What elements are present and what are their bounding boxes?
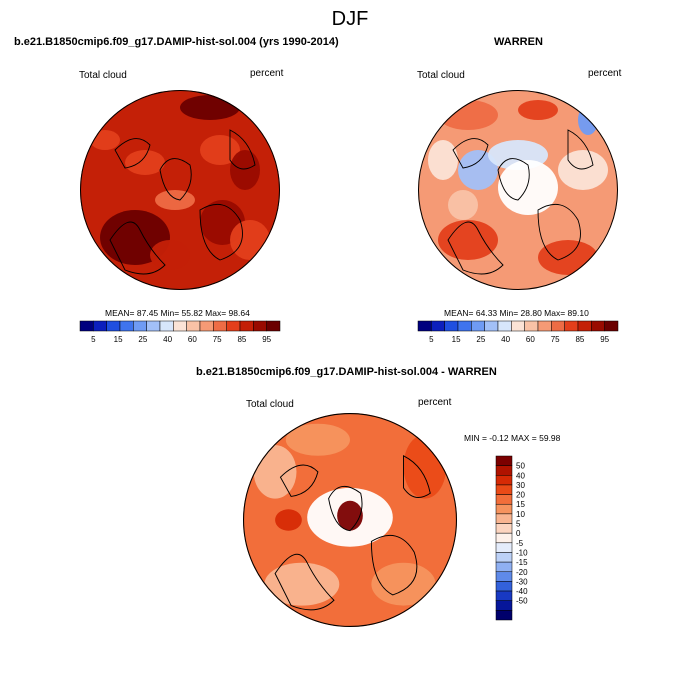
model-colorbar-tick-label: 25 (138, 335, 147, 344)
panel-model-variable-label: Total cloud (79, 70, 127, 81)
model-colorbar-block (226, 320, 241, 332)
diff-colorbar-block (495, 455, 513, 466)
diff-colorbar-tick-label: 10 (516, 510, 525, 519)
diff-colorbar-tick-label: 15 (516, 500, 525, 509)
diff-colorbar-tick-label: -15 (516, 558, 528, 567)
obs-colorbar-tick-label: 60 (526, 335, 535, 344)
panel-diff-polar-map (243, 413, 457, 627)
panel-obs-title: WARREN (494, 36, 543, 48)
panel-obs-colorbar: 5 15 25 40 60 75 85 95 (417, 320, 619, 344)
obs-colorbar-block (417, 320, 432, 332)
diff-colorbar-tick-label: 0 (516, 529, 521, 538)
model-colorbar-block (106, 320, 121, 332)
diff-colorbar-tick-label: -30 (516, 577, 528, 586)
panel-diff-title: b.e21.B1850cmip6.f09_g17.DAMIP-hist-sol.… (196, 366, 497, 378)
diff-colorbar-tick-label: 50 (516, 462, 525, 471)
panel-diff-variable-label: Total cloud (246, 399, 294, 410)
obs-colorbar-tick-label: 40 (501, 335, 510, 344)
obs-colorbar-block (537, 320, 552, 332)
panel-obs-units-label: percent (588, 68, 622, 79)
model-colorbar-block (266, 320, 281, 332)
panel-model-polar-map (80, 90, 280, 290)
panel-model-title: b.e21.B1850cmip6.f09_g17.DAMIP-hist-sol.… (14, 36, 339, 48)
diff-colorbar-block (495, 571, 513, 582)
obs-colorbar-block (564, 320, 579, 332)
obs-colorbar-block (497, 320, 512, 332)
diff-colorbar-block (495, 581, 513, 592)
diff-colorbar-tick-label: 20 (516, 491, 525, 500)
model-colorbar-block (186, 320, 201, 332)
model-colorbar-block (199, 320, 214, 332)
diff-colorbar-block (495, 475, 513, 486)
model-colorbar-tick-label: 40 (163, 335, 172, 344)
model-colorbar-block (79, 320, 94, 332)
diff-colorbar-tick-label: -10 (516, 548, 528, 557)
model-colorbar-block (133, 320, 147, 332)
obs-colorbar-tick-label: 5 (429, 335, 434, 344)
obs-colorbar-block (457, 320, 472, 332)
model-colorbar-tick-label: 85 (237, 335, 246, 344)
obs-colorbar-block (577, 320, 592, 332)
panel-model-colorbar: 5 15 25 40 60 75 85 95 (79, 320, 281, 344)
obs-colorbar-tick-label: 25 (476, 335, 485, 344)
diff-colorbar-block (495, 503, 513, 515)
panel-diff-units-label: percent (418, 397, 452, 408)
obs-colorbar-block (471, 320, 485, 332)
page-title: DJF (331, 8, 369, 30)
diff-colorbar-tick-label: -50 (516, 597, 528, 606)
panel-diff-stats: MIN = -0.12 MAX = 59.98 (464, 433, 561, 443)
obs-colorbar-block (431, 320, 445, 332)
obs-colorbar-block (551, 320, 565, 332)
diff-colorbar-block (495, 610, 513, 621)
diff-colorbar-tick-label: 5 (516, 520, 521, 529)
diff-colorbar-block (495, 542, 513, 553)
obs-colorbar-tick-label: 75 (551, 335, 560, 344)
diff-colorbar-tick-label: 30 (516, 481, 525, 490)
model-colorbar-block (146, 320, 161, 332)
model-colorbar-block (173, 320, 187, 332)
diff-colorbar-block (495, 600, 513, 611)
model-colorbar-tick-label: 95 (262, 335, 271, 344)
obs-colorbar-block (484, 320, 499, 332)
model-colorbar-block (159, 320, 174, 332)
obs-colorbar-tick-label: 15 (452, 335, 461, 344)
diff-colorbar-block (495, 552, 513, 563)
panel-model-units-label: percent (250, 68, 284, 79)
model-colorbar-tick-label: 60 (188, 335, 197, 344)
diff-colorbar-block (495, 523, 513, 534)
obs-colorbar-block (591, 320, 605, 332)
diff-colorbar-tick-label: -20 (516, 568, 528, 577)
diff-colorbar-block (495, 513, 513, 524)
diff-colorbar-tick-label: -5 (516, 539, 524, 548)
diff-colorbar-block (495, 465, 513, 476)
diff-colorbar-tick-label: -40 (516, 587, 528, 596)
diff-colorbar-block (495, 532, 513, 544)
panel-obs-polar-map (418, 90, 618, 290)
panel-obs-stats: MEAN= 64.33 Min= 28.80 Max= 89.10 (444, 308, 589, 318)
model-colorbar-block (119, 320, 134, 332)
diff-colorbar-block (495, 484, 513, 495)
panel-obs-variable-label: Total cloud (417, 70, 465, 81)
model-colorbar-tick-label: 5 (91, 335, 96, 344)
obs-colorbar-block (444, 320, 459, 332)
model-colorbar-block (239, 320, 254, 332)
panel-model-stats: MEAN= 87.45 Min= 55.82 Max= 98.64 (105, 308, 250, 318)
obs-colorbar-block (604, 320, 619, 332)
diff-colorbar-block (495, 590, 513, 601)
model-colorbar-block (213, 320, 227, 332)
obs-colorbar-block (511, 320, 525, 332)
model-colorbar-block (253, 320, 267, 332)
obs-colorbar-tick-label: 95 (600, 335, 609, 344)
obs-colorbar-block (524, 320, 539, 332)
model-colorbar-tick-label: 75 (213, 335, 222, 344)
model-colorbar-tick-label: 15 (114, 335, 123, 344)
diff-colorbar-tick-label: 40 (516, 471, 525, 480)
diff-colorbar-block (495, 561, 513, 573)
obs-colorbar-tick-label: 85 (575, 335, 584, 344)
model-colorbar-block (93, 320, 107, 332)
diff-colorbar-block (495, 494, 513, 505)
